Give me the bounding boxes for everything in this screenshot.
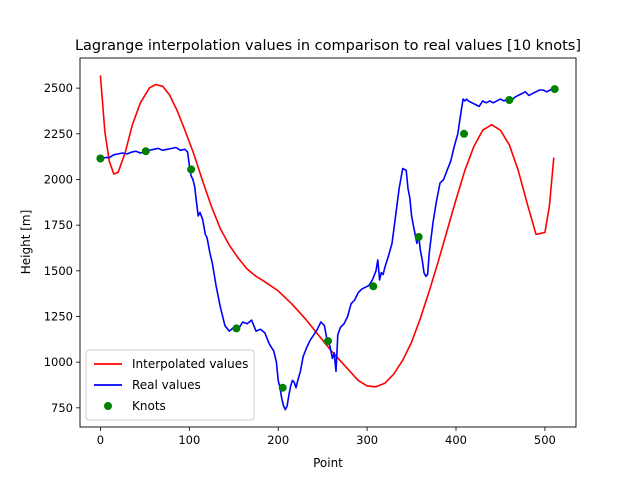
chart-title: Lagrange interpolation values in compari…	[75, 38, 581, 54]
x-axis-label: Point	[313, 456, 343, 470]
axis-ticks: 0 100 200 300 400 500 750 1000 1250 1500 1750 2000 2…	[44, 81, 556, 447]
y-tick-label: 750	[51, 401, 73, 415]
plot-area	[96, 75, 559, 411]
knot-point	[505, 96, 514, 104]
x-tick-label: 0	[97, 433, 104, 447]
knot-point	[460, 129, 468, 138]
legend-swatch	[104, 402, 112, 410]
y-tick-label: 1250	[44, 309, 73, 323]
x-tick-label: 100	[178, 433, 200, 447]
y-tick-label: 1750	[44, 218, 73, 232]
knot-point	[550, 85, 559, 94]
y-tick-label: 2000	[44, 172, 73, 186]
y-axis-label: Height [m]	[19, 210, 33, 275]
legend-label: Interpolated values	[132, 357, 248, 371]
y-tick-label: 1500	[44, 264, 73, 278]
knot-point	[187, 165, 196, 174]
y-tick-label: 2250	[44, 127, 73, 141]
knot-point	[141, 147, 150, 156]
legend-box	[85, 349, 255, 421]
plot-frame	[79, 57, 577, 428]
x-tick-label: 500	[534, 433, 556, 447]
x-tick-label: 300	[356, 433, 378, 447]
legend: Interpolated values Real values Knots	[85, 349, 255, 421]
y-tick-label: 1000	[44, 355, 73, 369]
knot-point	[96, 154, 105, 163]
x-tick-label: 200	[267, 433, 289, 447]
x-tick-label: 400	[445, 433, 467, 447]
series-line-1	[100, 87, 555, 411]
y-tick-label: 2500	[44, 81, 73, 95]
knot-point	[324, 337, 332, 346]
series-line-0	[99, 75, 555, 388]
legend-label: Knots	[132, 399, 166, 413]
knot-point	[414, 233, 423, 241]
knot-point	[232, 324, 241, 333]
knot-point	[278, 383, 287, 392]
knot-point	[369, 282, 378, 291]
legend-label: Real values	[132, 378, 201, 392]
